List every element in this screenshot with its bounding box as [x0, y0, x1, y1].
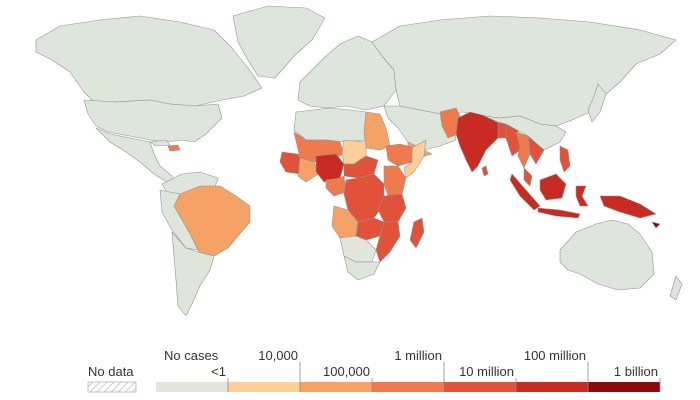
- legend-bin-3: [372, 382, 444, 392]
- country-south-africa: [343, 255, 381, 281]
- legend-tick-label-4: 10 million: [459, 364, 514, 379]
- country-india: [455, 111, 501, 173]
- legend-tick-label-2: 100,000: [323, 364, 370, 379]
- legend-no-cases-label: No cases: [164, 348, 219, 363]
- region-north-africa: [293, 107, 371, 143]
- legend-bin-1: [228, 382, 300, 392]
- map-legend: No data No cases <1 10,000 100,000 1 millio…: [87, 348, 661, 393]
- legend-no-data-label: No data: [88, 364, 134, 379]
- country-indonesia-sulawesi: [575, 185, 589, 207]
- country-sri-lanka: [481, 165, 489, 177]
- country-china: [483, 115, 567, 151]
- legend-bin-4: [444, 382, 516, 392]
- country-canada: [35, 15, 263, 107]
- country-somalia: [403, 139, 427, 179]
- country-solomon-islands: [651, 221, 661, 229]
- country-central-african-republic: [343, 155, 379, 179]
- country-japan: [587, 83, 607, 123]
- country-indonesia-sumatra: [509, 173, 541, 211]
- legend-no-data-swatch: [87, 381, 137, 393]
- world-map: [35, 5, 683, 317]
- country-peru-bolivia: [159, 189, 199, 251]
- legend-tick-label-1: 10,000: [258, 348, 298, 363]
- country-argentina-chile: [171, 231, 215, 317]
- country-indonesia-java: [537, 207, 581, 219]
- region-middle-east: [383, 105, 457, 151]
- legend-bin-2: [300, 382, 372, 392]
- country-mozambique: [375, 221, 401, 263]
- country-burkina-ghana: [297, 157, 319, 183]
- country-philippines: [559, 145, 571, 173]
- country-greenland: [232, 5, 326, 79]
- country-sudan: [363, 111, 391, 151]
- legend-tick-label-6: 1 billion: [614, 364, 658, 379]
- legend-ticks: <1 10,000 100,000 1 million 10 million 100 mi…: [211, 348, 661, 392]
- legend-bin-6: [588, 382, 660, 392]
- legend-bin-0: [156, 382, 228, 392]
- country-madagascar: [409, 217, 425, 249]
- country-australia: [559, 219, 655, 291]
- legend-tick-label-3: 1 million: [394, 348, 442, 363]
- legend-bin-5: [516, 382, 588, 392]
- country-indonesia-borneo: [539, 173, 567, 201]
- legend-bins: [156, 382, 660, 392]
- country-united-states: [83, 99, 223, 143]
- legend-tick-label-0: <1: [211, 364, 226, 379]
- country-haiti: [167, 144, 181, 152]
- country-malaysia: [523, 167, 533, 187]
- country-papua-new-guinea: [599, 195, 657, 219]
- country-new-zealand: [669, 275, 683, 301]
- country-cuba: [149, 139, 171, 147]
- legend-tick-label-5: 100 million: [524, 348, 586, 363]
